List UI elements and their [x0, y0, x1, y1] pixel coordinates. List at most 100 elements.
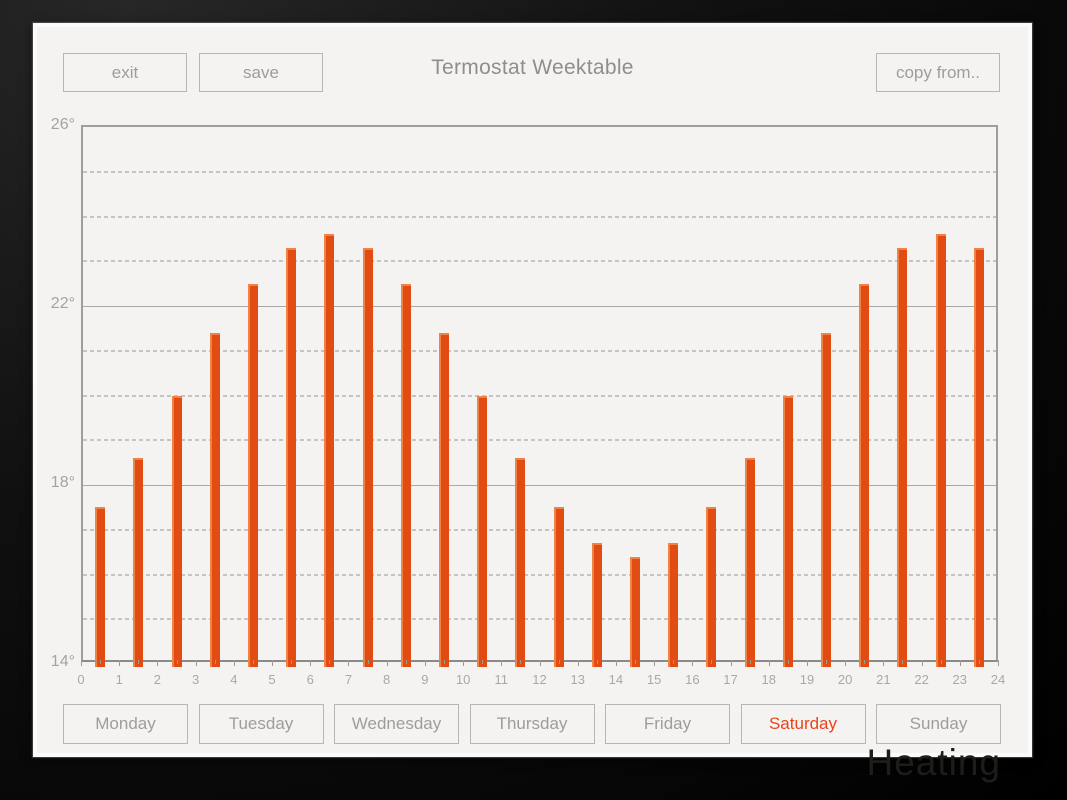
axis-tick-hour [998, 660, 999, 666]
axis-tick-hour [119, 660, 121, 666]
temp-bar-hour-22[interactable] [935, 234, 946, 667]
temp-bar-hour-5[interactable] [286, 247, 297, 667]
axis-tick-half [482, 660, 484, 664]
temp-bar-hour-8[interactable] [400, 283, 411, 667]
gridline-dashed-24 [83, 215, 996, 218]
temp-bar-hour-0[interactable] [95, 507, 106, 667]
temp-bar-hour-15[interactable] [668, 543, 679, 667]
hour-label-0: 0 [77, 672, 85, 687]
day-tab-saturday[interactable]: Saturday [740, 704, 866, 744]
temp-bar-hour-10[interactable] [477, 395, 488, 667]
axis-tick-half [214, 660, 216, 664]
temp-bar-hour-3[interactable] [209, 332, 220, 667]
axis-tick-hour [81, 660, 82, 666]
axis-tick-half [635, 660, 637, 664]
exit-button[interactable]: exit [63, 53, 187, 92]
hour-label-22: 22 [914, 672, 929, 687]
axis-tick-half [367, 660, 369, 664]
temp-bar-hour-7[interactable] [362, 247, 373, 667]
axis-tick-hour [692, 660, 694, 666]
temp-bar-hour-2[interactable] [171, 395, 182, 667]
hour-label-1: 1 [115, 672, 123, 687]
temp-bar-hour-16[interactable] [706, 507, 717, 667]
copy-from-button[interactable]: copy from.. [876, 53, 1000, 92]
axis-tick-half [940, 660, 942, 664]
temp-label-26: 26° [50, 116, 75, 133]
temp-bar-hour-9[interactable] [438, 332, 449, 667]
axis-tick-half [596, 660, 598, 664]
axis-tick-hour [539, 660, 541, 666]
temp-bar-hour-19[interactable] [821, 332, 832, 667]
day-tab-monday[interactable]: Monday [63, 704, 188, 744]
axis-tick-hour [845, 660, 847, 666]
hour-label-11: 11 [494, 672, 509, 687]
temp-bar-hour-12[interactable] [553, 507, 564, 667]
axis-tick-hour [730, 660, 732, 666]
axis-tick-hour [157, 660, 159, 666]
axis-tick-hour [883, 660, 885, 666]
day-tab-friday[interactable]: Friday [605, 704, 730, 744]
axis-tick-half [787, 660, 789, 664]
axis-tick-hour [959, 660, 961, 666]
hour-label-4: 4 [230, 672, 238, 687]
axis-tick-hour [654, 660, 656, 666]
hour-label-7: 7 [344, 672, 353, 687]
temp-bar-hour-20[interactable] [859, 283, 870, 667]
thermostat-panel: exit save Termostat Weektable copy from.… [33, 23, 1032, 757]
axis-tick-half [138, 660, 140, 664]
day-tab-sunday[interactable]: Sunday [876, 704, 1001, 744]
hour-label-23: 23 [952, 672, 968, 687]
temp-bar-hour-18[interactable] [782, 395, 793, 667]
axis-tick-half [100, 660, 102, 664]
hour-label-20: 20 [837, 672, 853, 687]
hour-label-21: 21 [876, 672, 891, 687]
temp-bar-hour-14[interactable] [630, 556, 641, 667]
day-tab-thursday[interactable]: Thursday [469, 704, 595, 744]
hour-label-5: 5 [268, 672, 276, 687]
gridline-dashed-23 [83, 260, 996, 263]
day-tab-tuesday[interactable]: Tuesday [198, 704, 324, 744]
hour-label-15: 15 [646, 672, 662, 687]
axis-tick-half [978, 660, 980, 664]
axis-tick-hour [501, 660, 503, 666]
axis-tick-hour [921, 660, 923, 666]
background-watermark: Heating [866, 742, 1001, 783]
day-tab-wednesday[interactable]: Wednesday [334, 704, 459, 744]
axis-tick-half [443, 660, 445, 664]
axis-tick-half [405, 660, 407, 664]
hour-label-19: 19 [799, 672, 815, 687]
hour-label-17: 17 [723, 672, 738, 687]
axis-tick-half [176, 660, 178, 664]
hour-label-8: 8 [383, 672, 391, 687]
temp-bar-hour-4[interactable] [247, 283, 258, 667]
day-tab-bar: Monday Tuesday Wednesday Thursday Friday Satu… [63, 704, 1001, 744]
axis-tick-half [711, 660, 713, 664]
axis-tick-hour [348, 660, 350, 666]
temp-label-18: 18° [50, 474, 75, 491]
temp-bar-hour-1[interactable] [133, 458, 144, 667]
temp-bar-hour-17[interactable] [744, 458, 755, 667]
axis-tick-hour [615, 660, 617, 666]
hour-label-12: 12 [532, 672, 547, 687]
hour-label-9: 9 [421, 672, 429, 687]
axis-tick-half [329, 660, 331, 664]
axis-tick-half [673, 660, 675, 664]
axis-tick-hour [424, 660, 426, 666]
hour-label-16: 16 [685, 672, 700, 687]
hour-label-2: 2 [153, 672, 162, 687]
temp-bar-hour-13[interactable] [591, 543, 602, 667]
axis-tick-half [291, 660, 293, 664]
temp-bar-hour-6[interactable] [324, 234, 335, 667]
axis-tick-half [826, 660, 828, 664]
hour-label-24: 24 [990, 672, 1006, 687]
gridline-dashed-25 [83, 170, 996, 173]
hour-label-18: 18 [761, 672, 776, 687]
temp-bar-hour-23[interactable] [973, 247, 984, 667]
temp-bar-hour-11[interactable] [515, 458, 526, 667]
axis-tick-hour [386, 660, 388, 666]
page-title: Termostat Weektable [431, 56, 634, 79]
axis-tick-hour [577, 660, 579, 666]
temp-bar-hour-21[interactable] [897, 247, 908, 667]
save-button[interactable]: save [199, 53, 323, 92]
axis-tick-half [902, 660, 904, 664]
